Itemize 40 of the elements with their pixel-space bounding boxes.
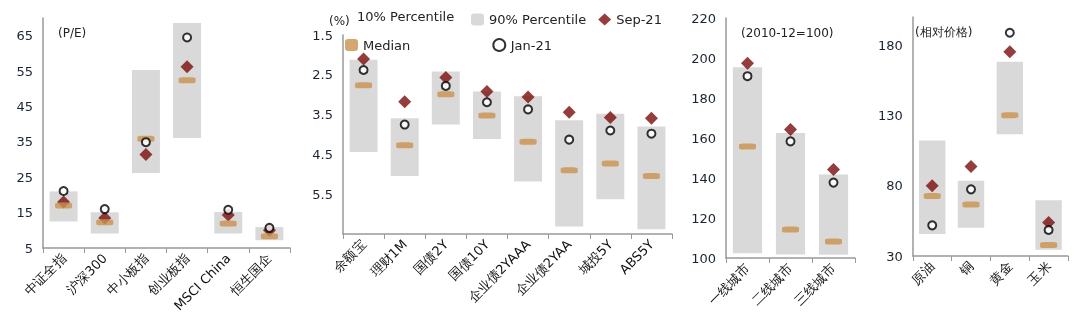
y-tick-label: 140 xyxy=(691,170,716,186)
y-tick-label: 1.5 xyxy=(312,27,333,43)
y-tick-label: 55 xyxy=(16,63,33,79)
y-tick-label: 220 xyxy=(691,10,716,26)
legend-label: Median xyxy=(363,37,411,53)
y-tick-label: 30 xyxy=(886,248,903,264)
y-tick-label: 5 xyxy=(24,240,33,256)
y-axis-title: (相对价格) xyxy=(915,25,973,39)
y-tick-label: 80 xyxy=(886,178,903,194)
y-tick-label: 160 xyxy=(691,130,716,146)
y-tick-label: 5.5 xyxy=(312,186,333,202)
legend-label: 90% Percentile xyxy=(489,12,587,27)
y-tick-label: 25 xyxy=(16,169,33,185)
y-tick-label: 130 xyxy=(877,107,903,123)
x-tick-label: 铜 xyxy=(955,258,977,280)
x-tick-label: 玉米 xyxy=(1024,258,1054,288)
y-tick-label: 4.5 xyxy=(312,146,333,162)
x-tick-label: 城投5Y xyxy=(574,236,616,278)
x-tick-label: 黄金 xyxy=(986,258,1016,288)
y-tick-label: 15 xyxy=(16,205,33,221)
y-tick-label: 180 xyxy=(877,37,903,53)
y-tick-label: 180 xyxy=(691,90,716,106)
y-tick-label: 65 xyxy=(16,28,33,44)
y-tick-label: 200 xyxy=(691,50,716,66)
x-tick-label: 三线城市 xyxy=(791,260,839,309)
y-tick-label: 2.5 xyxy=(312,67,333,83)
x-tick-label: 原油 xyxy=(908,258,938,288)
y-tick-label: 120 xyxy=(691,210,716,226)
y-axis-title: (2010-12=100) xyxy=(741,26,834,40)
x-tick-label: 理财1M xyxy=(367,236,410,280)
y-axis-title: (%) xyxy=(329,14,350,28)
y-tick-label: 100 xyxy=(691,250,716,266)
y-tick-label: 3.5 xyxy=(312,107,333,123)
legend-label: Jan-21 xyxy=(509,37,553,53)
y-axis-title: (P/E) xyxy=(58,26,87,40)
legend-label: Sep-21 xyxy=(616,12,662,27)
x-tick-label: 余额宝 xyxy=(330,236,369,275)
y-tick-label: 45 xyxy=(16,98,33,114)
text: 10% Percentile xyxy=(357,9,455,24)
y-tick-label: 35 xyxy=(16,134,33,150)
